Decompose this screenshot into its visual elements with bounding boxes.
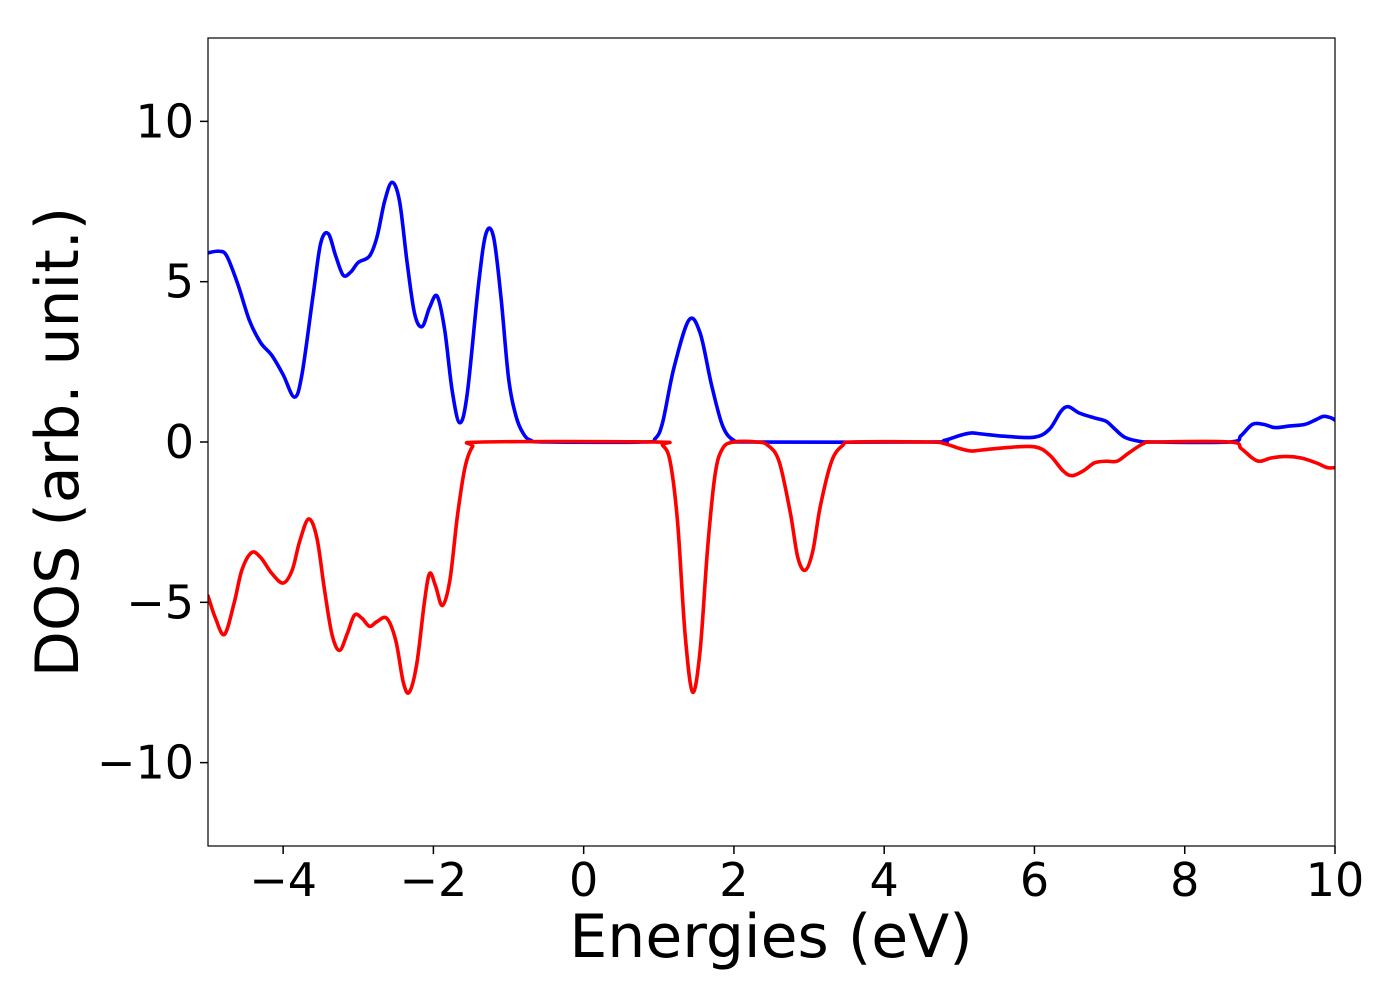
y-axis-label: DOS (arb. unit.) (23, 207, 93, 677)
x-tick-label: 2 (719, 853, 748, 907)
x-axis: −4 −2 0 2 4 6 8 10 (249, 846, 1364, 907)
y-tick-label: −10 (97, 736, 194, 790)
y-tick-label: −5 (126, 575, 194, 629)
series-layer (208, 180, 1335, 695)
y-tick-label: 5 (165, 255, 194, 309)
x-tick-label: 8 (1170, 853, 1199, 907)
x-tick-label: 10 (1306, 853, 1365, 907)
x-tick-label: 6 (1020, 853, 1049, 907)
x-axis-label: Energies (eV) (569, 902, 972, 972)
x-tick-label: −2 (399, 853, 467, 907)
x-tick-label: −4 (249, 853, 317, 907)
y-tick-label: 10 (135, 94, 194, 148)
x-tick-label: 0 (569, 853, 598, 907)
x-tick-label: 4 (870, 853, 899, 907)
y-tick-label: 0 (165, 415, 194, 469)
y-axis: −10 −5 0 5 10 (97, 94, 208, 790)
dos-series-2 (208, 439, 1335, 695)
